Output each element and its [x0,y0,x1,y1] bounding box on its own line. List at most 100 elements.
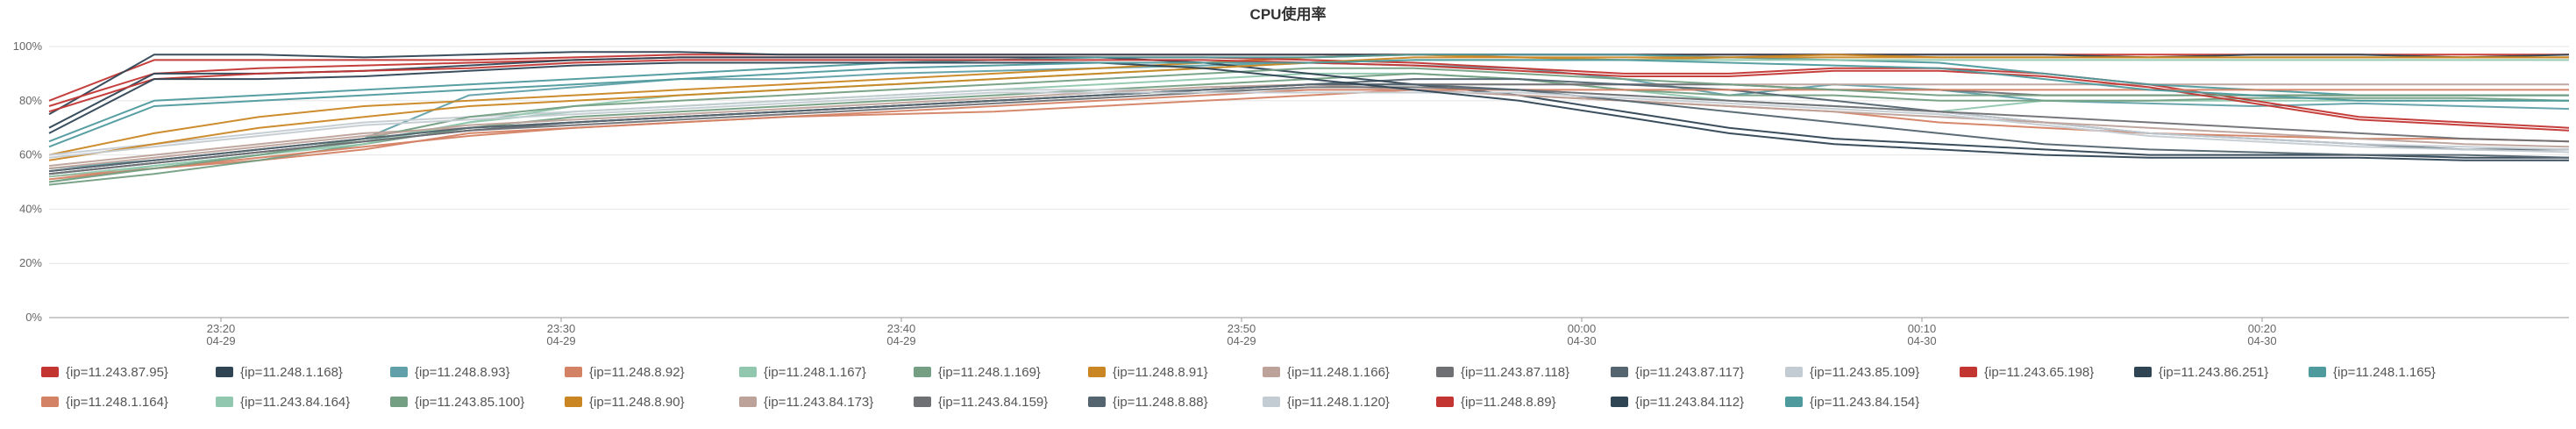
legend-swatch [1088,367,1106,377]
legend-label: {ip=11.248.8.92} [589,365,685,380]
legend-label: {ip=11.243.85.100} [415,395,524,410]
y-tick-label: 60% [19,148,42,161]
legend-label: {ip=11.243.84.164} [240,395,350,410]
x-tick-label-date: 04-29 [546,334,575,347]
legend-swatch [2134,367,2152,377]
legend-label: {ip=11.243.65.198} [1984,365,2094,380]
chart-title: CPU使用率 [1250,5,1327,23]
legend-label: {ip=11.248.8.90} [589,395,685,410]
x-tick-label-time: 00:00 [1568,322,1597,335]
legend-item[interactable]: {ip=11.243.84.164} [216,395,350,410]
legend-item[interactable]: {ip=11.248.1.166} [1263,365,1390,380]
legend-label: {ip=11.248.1.166} [1287,365,1390,380]
legend-item[interactable]: {ip=11.243.65.198} [1960,365,2094,380]
legend-swatch [914,367,931,377]
legend-swatch [565,367,582,377]
legend-swatch [739,367,757,377]
legend-item[interactable]: {ip=11.243.85.100} [390,395,524,410]
series-line-25 [48,59,2569,148]
series-line-20 [48,86,2570,175]
series-line-24 [48,61,2569,161]
series-line-13 [48,56,2569,159]
legend-label: {ip=11.243.84.154} [1810,395,1919,410]
x-tick-label-date: 04-29 [1227,334,1256,347]
legend-label: {ip=11.243.84.112} [1635,395,1744,410]
x-tick-label-date: 04-30 [1907,334,1936,347]
legend-item[interactable]: {ip=11.243.85.109} [1785,365,1919,380]
x-tick-label-time: 23:50 [1228,322,1256,335]
x-tick-label-time: 23:40 [887,322,916,335]
series-line-22 [48,91,2570,159]
x-tick-label-time: 23:20 [207,322,236,335]
y-tick-label: 80% [19,94,42,107]
legend-label: {ip=11.248.1.165} [2333,365,2436,380]
x-tick-label-time: 00:20 [2248,322,2277,335]
x-tick-label-time: 23:30 [547,322,576,335]
x-tick-label-date: 04-30 [1567,334,1596,347]
legend-label: {ip=11.248.1.164} [66,395,168,410]
legend-label: {ip=11.248.8.93} [415,365,510,380]
legend-swatch [1263,367,1280,377]
legend-label: {ip=11.243.84.173} [764,395,873,410]
legend-item[interactable]: {ip=11.243.84.159} [914,395,1048,410]
legend-swatch [41,367,59,377]
legend-swatch [390,367,408,377]
legend-label: {ip=11.248.8.89} [1461,395,1556,410]
legend-item[interactable]: {ip=11.243.84.112} [1611,395,1744,410]
series-line-14 [48,54,2569,143]
legend-swatch [216,397,233,407]
series-line-21 [48,83,2570,173]
legend-label: {ip=11.248.1.169} [938,365,1041,380]
legend-swatch [739,397,757,407]
y-tick-label: 20% [19,256,42,269]
legend-swatch [1960,367,1977,377]
legend-item[interactable]: {ip=11.243.84.154} [1785,395,1919,410]
legend-swatch [1785,397,1803,407]
series-line-17 [48,67,2569,183]
legend-label: {ip=11.243.84.159} [938,395,1048,410]
legend-label: {ip=11.243.85.109} [1810,365,1919,380]
legend-swatch [1436,367,1454,377]
x-tick-label-date: 04-29 [206,334,235,347]
legend-item[interactable]: {ip=11.248.1.168} [216,365,343,380]
legend-item[interactable]: {ip=11.243.87.118} [1436,365,1569,380]
legend-item[interactable]: {ip=11.243.86.251} [2134,365,2268,380]
legend-label: {ip=11.243.87.117} [1635,365,1744,380]
series-lines [48,51,2570,186]
legend-item[interactable]: {ip=11.248.1.120} [1263,395,1390,410]
legend-swatch [41,397,59,407]
legend-label: {ip=11.248.1.120} [1287,395,1390,410]
legend-item[interactable]: {ip=11.243.87.95} [41,365,168,380]
legend-item[interactable]: {ip=11.248.1.165} [2309,365,2436,380]
legend-item[interactable]: {ip=11.248.1.169} [914,365,1041,380]
x-axis-ticks: 23:2004-2923:3004-2923:4004-2923:5004-29… [206,318,2277,347]
legend-swatch [1088,397,1106,407]
legend-swatch [2309,367,2326,377]
legend-label: {ip=11.243.87.118} [1461,365,1569,380]
legend-item[interactable]: {ip=11.248.1.167} [739,365,866,380]
legend-swatch [1611,397,1628,407]
legend-item[interactable]: {ip=11.248.8.89} [1436,395,1556,410]
legend-item[interactable]: {ip=11.248.8.88} [1088,395,1208,410]
legend-item[interactable]: {ip=11.248.8.91} [1088,365,1208,380]
legend-swatch [1436,397,1454,407]
legend-item[interactable]: {ip=11.248.8.92} [565,365,685,380]
legend-swatch [216,367,233,377]
y-tick-label: 40% [19,202,42,215]
legend-swatch [390,397,408,407]
legend: {ip=11.243.87.95} {ip=11.248.1.168} {ip=11… [41,365,2436,410]
legend-item[interactable]: {ip=11.243.84.173} [739,395,873,410]
legend-swatch [1611,367,1628,377]
legend-swatch [914,397,931,407]
legend-swatch [1785,367,1803,377]
legend-item[interactable]: {ip=11.248.8.93} [390,365,510,380]
legend-label: {ip=11.248.1.168} [240,365,343,380]
legend-label: {ip=11.243.87.95} [66,365,168,380]
legend-item[interactable]: {ip=11.243.87.117} [1611,365,1744,380]
legend-item[interactable]: {ip=11.248.1.164} [41,395,168,410]
x-tick-label-date: 04-29 [886,334,915,347]
legend-item[interactable]: {ip=11.248.8.90} [565,395,685,410]
legend-label: {ip=11.248.1.167} [764,365,866,380]
legend-label: {ip=11.248.8.91} [1113,365,1208,380]
